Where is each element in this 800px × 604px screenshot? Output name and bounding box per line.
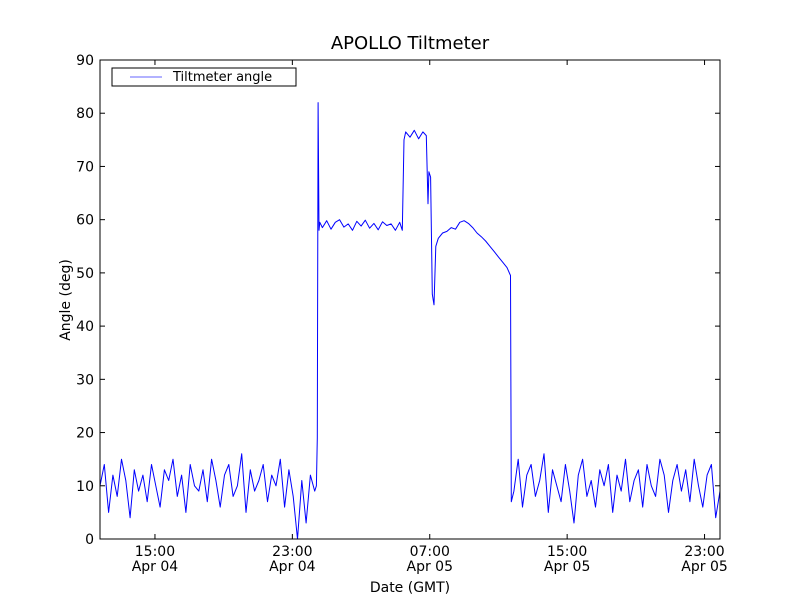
x-tick-label-date: Apr 05	[681, 559, 727, 575]
chart-title: APOLLO Tiltmeter	[331, 33, 490, 54]
axes-frame	[99, 59, 721, 540]
y-tick-label: 80	[76, 106, 94, 122]
plot-area	[99, 102, 721, 540]
y-tick-label: 90	[76, 53, 94, 69]
x-tick-label-date: Apr 04	[132, 559, 179, 575]
x-tick-label-time: 15:00	[547, 544, 587, 560]
series-line-tiltmeter-angle	[99, 102, 721, 540]
x-tick-label-date: Apr 04	[269, 559, 316, 575]
y-tick-label: 50	[76, 266, 94, 282]
x-tick-label-time: 23:00	[272, 544, 312, 560]
x-tick-label-time: 07:00	[410, 544, 450, 560]
y-axis-label: Angle (deg)	[58, 259, 74, 341]
y-tick-label: 60	[76, 213, 94, 229]
x-tick-label-time: 15:00	[135, 544, 175, 560]
y-tick-label: 0	[85, 532, 94, 548]
y-tick-label: 70	[76, 159, 94, 175]
legend: Tiltmeter angle	[111, 67, 297, 87]
y-tick-label: 40	[76, 319, 94, 335]
legend-label: Tiltmeter angle	[172, 70, 272, 85]
legend-box	[111, 67, 297, 87]
y-tick-label: 20	[76, 426, 94, 442]
y-tick-label: 30	[76, 372, 94, 388]
x-tick-label-date: Apr 05	[407, 559, 453, 575]
x-axis-label: Date (GMT)	[370, 580, 450, 596]
x-tick-label-date: Apr 05	[544, 559, 590, 575]
x-tick-label-time: 23:00	[684, 544, 724, 560]
y-tick-label: 10	[76, 479, 94, 495]
